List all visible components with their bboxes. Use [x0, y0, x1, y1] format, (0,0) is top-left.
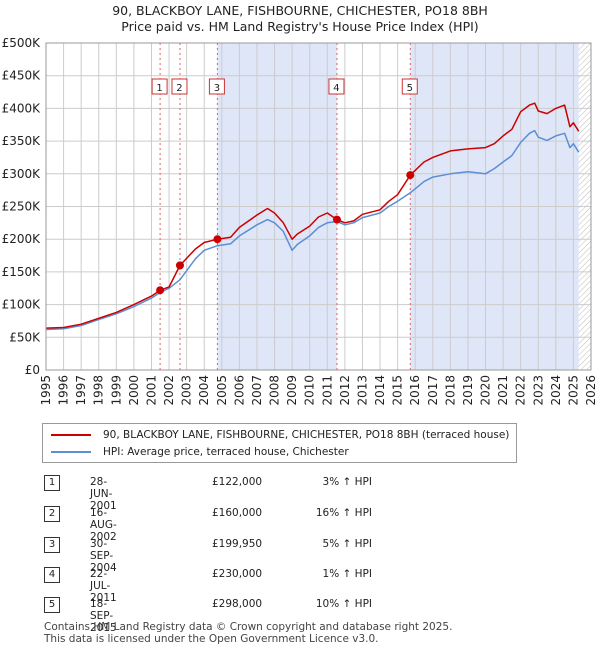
x-tick-label: 2021 [496, 375, 510, 406]
x-tick-label: 2016 [408, 375, 422, 406]
sale-point [332, 215, 341, 224]
y-tick-label: £150K [2, 265, 42, 279]
transaction-number: 4 [44, 567, 60, 583]
x-tick-label: 2025 [566, 375, 580, 406]
legend: 90, BLACKBOY LANE, FISHBOURNE, CHICHESTE… [42, 423, 517, 463]
legend-label-price: 90, BLACKBOY LANE, FISHBOURNE, CHICHESTE… [103, 429, 510, 441]
sale-marker-box [401, 78, 418, 95]
x-tick-label: 2018 [443, 375, 457, 406]
x-tick-label: 2011 [320, 375, 334, 406]
x-tick-label: 2007 [250, 375, 264, 406]
chart-subtitle: Price paid vs. HM Land Registry's House … [121, 19, 479, 34]
sale-marker-label: 2 [176, 83, 182, 94]
x-tick-label: 1998 [92, 375, 106, 406]
transaction-date: 18-SEP-2015 [90, 598, 117, 634]
sale-marker-label: 3 [214, 83, 220, 94]
transaction-number: 3 [44, 537, 60, 553]
x-tick-label: 2002 [162, 375, 176, 406]
y-tick-label: £350K [2, 134, 42, 148]
x-tick-label: 2017 [426, 375, 440, 406]
x-tick-label: 2005 [215, 375, 229, 406]
x-tick-label: 2013 [355, 375, 369, 406]
transaction-hpi-change: 1% ↑ HPI [322, 568, 372, 580]
x-tick-label: 2000 [127, 375, 141, 406]
footer-licence: This data is licensed under the Open Gov… [44, 633, 379, 645]
chart-title: 90, BLACKBOY LANE, FISHBOURNE, CHICHESTE… [112, 3, 488, 18]
y-tick-label: £500K [2, 36, 42, 50]
x-tick-label: 2020 [479, 375, 493, 406]
sale-point [406, 171, 415, 180]
y-tick-label: £450K [2, 69, 42, 83]
sale-marker-box [171, 78, 188, 95]
sale-marker-label: 5 [407, 83, 413, 94]
sale-marker-box [328, 78, 345, 95]
legend-swatch-hpi [51, 451, 91, 453]
y-tick-label: £400K [2, 101, 42, 115]
price-chart: 1 2 3 4 5 £0 £50K £100K £150K £200K £250K £300K £35… [2, 36, 598, 406]
sale-marker-box [208, 78, 225, 95]
x-tick-label: 2012 [338, 375, 352, 406]
transaction-date: 28-JUN-2001 [90, 476, 117, 512]
transaction-number: 5 [44, 597, 60, 613]
transaction-date: 22-JUL-2011 [90, 568, 117, 604]
legend-item-price: 90, BLACKBOY LANE, FISHBOURNE, CHICHESTE… [51, 427, 509, 443]
price-paid-line [45, 102, 580, 329]
x-tick-label: 2023 [531, 375, 545, 406]
x-tick-label: 2024 [549, 375, 563, 406]
y-tick-label: £250K [2, 200, 42, 214]
sale-marker-box [151, 78, 168, 95]
y-tick-label: £300K [2, 167, 42, 181]
transaction-hpi-change: 16% ↑ HPI [315, 507, 372, 519]
transaction-price: £230,000 [212, 568, 263, 580]
y-tick-label: £100K [2, 298, 42, 312]
sale-point [156, 286, 165, 295]
sale-point [175, 261, 184, 270]
legend-swatch-price [51, 434, 91, 436]
hpi-line [45, 129, 580, 331]
sale-point [213, 235, 222, 244]
transaction-hpi-change: 3% ↑ HPI [322, 476, 372, 488]
x-tick-label: 2010 [303, 375, 317, 406]
y-tick-label: £200K [2, 232, 42, 246]
x-tick-label: 1999 [109, 375, 123, 406]
transaction-date: 30-SEP-2004 [90, 538, 117, 574]
x-tick-label: 2009 [285, 375, 299, 406]
x-tick-label: 2004 [197, 375, 211, 406]
y-tick-label: £0 [25, 363, 40, 377]
y-tick-label: £50K [9, 330, 41, 344]
x-tick-label: 2014 [373, 375, 387, 406]
transaction-hpi-change: 5% ↑ HPI [322, 538, 372, 550]
plot-frame [45, 42, 592, 371]
x-tick-label: 2019 [461, 375, 475, 406]
transaction-price: £199,950 [212, 538, 263, 550]
sale-marker-label: 4 [333, 83, 339, 94]
x-tick-label: 2001 [144, 375, 158, 406]
x-tick-label: 1995 [39, 375, 53, 406]
x-tick-label: 2022 [514, 375, 528, 406]
x-tick-label: 2003 [180, 375, 194, 406]
footer-copyright: Contains HM Land Registry data © Crown c… [44, 621, 453, 633]
transaction-price: £160,000 [212, 507, 263, 519]
x-tick-label: 1996 [57, 375, 71, 406]
x-tick-label: 1997 [74, 375, 88, 406]
transaction-number: 1 [44, 475, 60, 491]
transaction-price: £298,000 [212, 598, 263, 610]
transaction-number: 2 [44, 506, 60, 522]
x-tick-label: 2026 [584, 375, 598, 406]
x-tick-label: 2008 [268, 375, 282, 406]
transaction-date: 16-AUG-2002 [90, 507, 117, 543]
legend-item-hpi: HPI: Average price, terraced house, Chic… [51, 444, 349, 460]
transaction-price: £122,000 [212, 476, 263, 488]
x-tick-label: 2015 [391, 375, 405, 406]
legend-label-hpi: HPI: Average price, terraced house, Chic… [103, 446, 349, 458]
x-tick-label: 2006 [232, 375, 246, 406]
transaction-hpi-change: 10% ↑ HPI [315, 598, 372, 610]
sale-marker-label: 1 [156, 83, 162, 94]
